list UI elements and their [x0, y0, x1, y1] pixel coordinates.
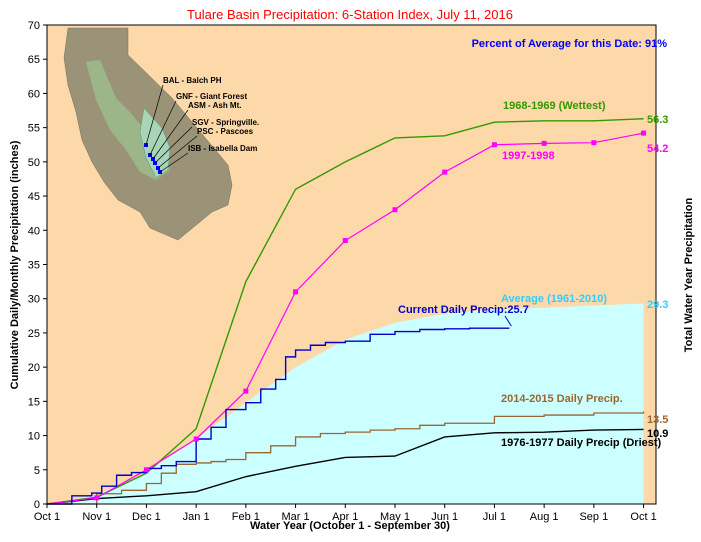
x-tick-label: Aug 1 [530, 511, 559, 523]
series-1968-1969-label: 1968-1969 (Wettest) [503, 100, 606, 112]
y-tick-label: 45 [28, 191, 40, 203]
x-tick-label: Mar 1 [282, 511, 310, 523]
series-1968-1969-end-value: 56.3 [647, 114, 668, 126]
series-1997-1998-point [193, 436, 199, 442]
x-tick-label: Nov 1 [82, 511, 111, 523]
y-tick-label: 55 [28, 123, 40, 135]
station-leader [145, 84, 164, 146]
y-tick-label: 25 [28, 328, 40, 340]
y-tick-label: 70 [28, 20, 40, 32]
station-label: BAL - Balch PH [163, 76, 222, 85]
series-1997-1998-point [293, 289, 299, 295]
series-2014-2015-end-value: 13.5 [647, 414, 668, 426]
x-tick-label: May 1 [380, 511, 410, 523]
series-1976-1977-line [46, 428, 644, 505]
series-1997-1998-end-value: 54.2 [647, 143, 668, 155]
station-leader [149, 100, 177, 156]
current-label-leader [504, 315, 512, 327]
x-tick-label: Jul 1 [483, 511, 506, 523]
series-current-line [47, 327, 510, 505]
y-tick-label: 20 [28, 362, 40, 374]
series-current-label: Current Daily Precip:25.7 [398, 304, 529, 316]
right-axis-title: Total Water Year Precipitation [683, 197, 695, 352]
y-tick-label: 35 [28, 260, 40, 272]
y-tick-label: 30 [28, 294, 40, 306]
series-1997-1998-point [342, 238, 348, 244]
station-leader [152, 109, 189, 160]
series-1997-1998-label: 1997-1998 [502, 150, 555, 162]
markers-group [94, 130, 647, 501]
x-tick-label: Feb 1 [232, 511, 260, 523]
chart-subtitle: Percent of Average for this Date: 91% [472, 38, 668, 50]
x-tick-label: Jun 1 [431, 511, 458, 523]
station-label: ASM - Ash Mt. [188, 101, 241, 110]
series-2014-2015-line [47, 411, 645, 505]
y-tick-label: 15 [28, 396, 40, 408]
station-label: GNF - Giant Forest [176, 92, 247, 101]
x-tick-label: Apr 1 [332, 511, 358, 523]
y-tick-label: 10 [28, 431, 40, 443]
series-1997-1998-point [541, 140, 547, 146]
series-1997-1998-point [491, 142, 497, 148]
chart-title: Tulare Basin Precipitation: 6-Station In… [187, 7, 513, 22]
station-label: PSC - Pascoes [197, 127, 254, 136]
x-tick-label: Jan 1 [183, 511, 210, 523]
series-2014-2015-label: 2014-2015 Daily Precip. [501, 393, 623, 405]
y-tick-label: 0 [34, 499, 40, 511]
series-1997-1998-point [591, 140, 597, 146]
x-tick-label: Oct 1 [34, 511, 60, 523]
x-axis-title: Water Year (October 1 - September 30) [250, 520, 450, 532]
station-label: SGV - Springville. [192, 118, 259, 127]
y-tick-label: 5 [34, 465, 40, 477]
series-1976-1977-end-value: 10.9 [647, 428, 668, 440]
series-1997-1998-point [641, 130, 647, 136]
series-1997-1998-point [94, 495, 100, 501]
station-leader [159, 152, 189, 173]
text-group: Tulare Basin Precipitation: 6-Station In… [9, 7, 695, 532]
axes-group: 0 5 10 15 20 25 30 35 40 45 50 55 60 65 70 Oct 1 Nov 1 De… [28, 20, 657, 523]
station-label: ISB - Isabella Dam [188, 144, 257, 153]
y-axis-title: Cumulative Daily/Monthly Precipitation (… [9, 140, 21, 389]
series-1997-1998-point [392, 207, 398, 213]
series-average-label: Average (1961-2010) [501, 293, 607, 305]
x-tick-label: Sep 1 [579, 511, 608, 523]
series-1997-1998-point [143, 467, 149, 473]
x-tick-label: Oct 1 [630, 511, 656, 523]
series-1997-1998-point [243, 388, 249, 394]
y-tick-label: 40 [28, 225, 40, 237]
y-tick-label: 50 [28, 157, 40, 169]
series-1997-1998-point [442, 169, 448, 175]
station-leader [154, 126, 193, 164]
series-1976-1977-label: 1976-1977 Daily Precip (Driest) [501, 437, 662, 449]
station-leader [157, 135, 198, 169]
x-tick-label: Dec 1 [132, 511, 161, 523]
y-tick-label: 60 [28, 88, 40, 100]
series-average-end-value: 29.3 [647, 299, 668, 311]
y-tick-label: 65 [28, 54, 40, 66]
